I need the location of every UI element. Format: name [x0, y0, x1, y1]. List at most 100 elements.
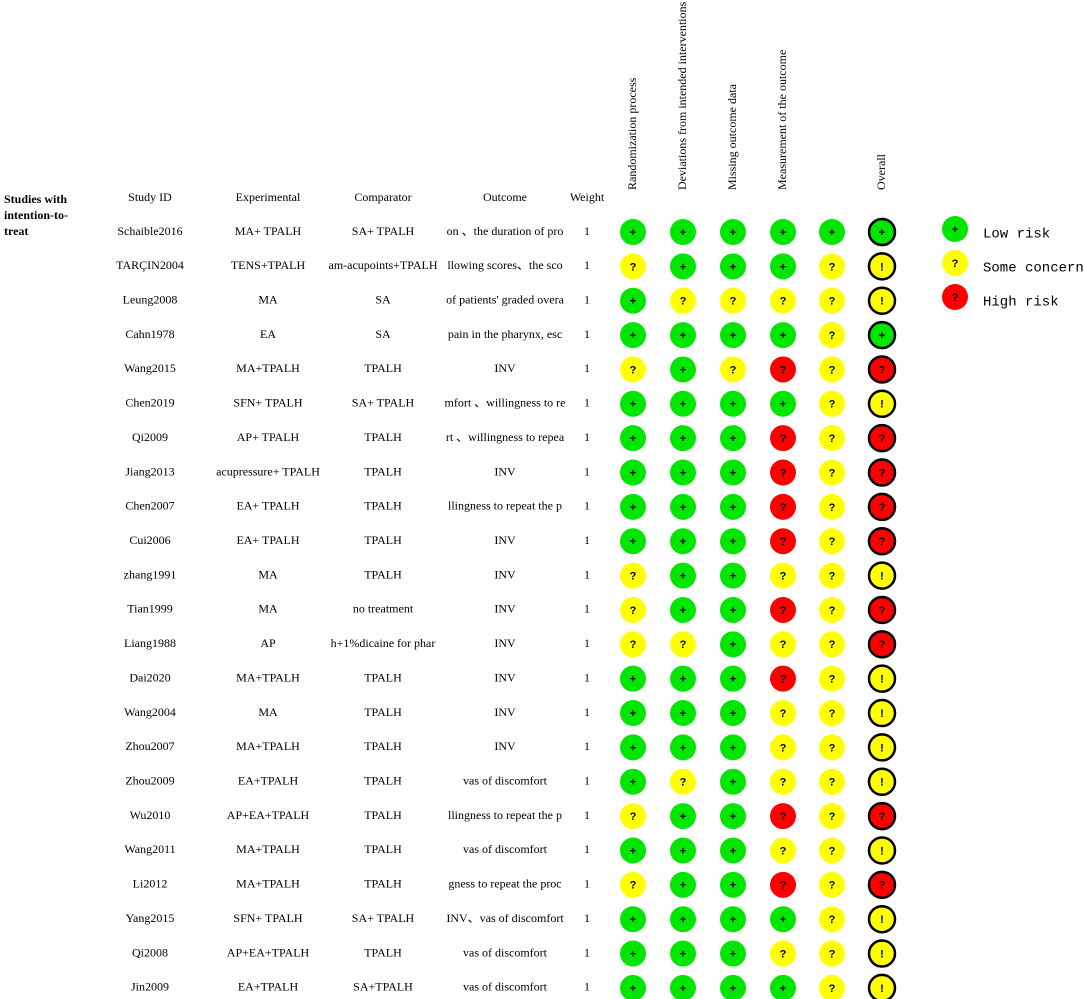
table-cell: MA+TPALH [236, 739, 300, 753]
judgement-symbol: ? [780, 536, 787, 548]
domain-judgement [620, 871, 646, 898]
legend-symbol: + [952, 224, 958, 236]
judgement-symbol: + [680, 811, 686, 823]
judgement-symbol: ! [880, 261, 884, 273]
table-cell: 1 [584, 567, 590, 581]
judgement-symbol: + [630, 708, 636, 720]
domain-judgement [720, 356, 746, 383]
domain-judgement [819, 734, 845, 761]
judgement-symbol: + [680, 536, 686, 548]
domain-judgement [620, 803, 646, 830]
domain-judgement [720, 596, 746, 623]
judgement-symbol: ? [630, 639, 637, 651]
overall-judgement [867, 733, 897, 762]
column-header: Weight [570, 190, 605, 204]
judgement-symbol: + [680, 674, 686, 686]
overall-judgement [867, 939, 897, 968]
table-cell: Wang2015 [124, 361, 176, 375]
judgement-symbol: ? [829, 433, 836, 445]
domain-judgement [670, 287, 696, 314]
table-cell: 1 [584, 945, 590, 959]
judgement-symbol: ? [829, 399, 836, 411]
judgement-symbol: ? [780, 502, 787, 514]
judgement-symbol: + [780, 914, 786, 926]
domain-judgement [819, 459, 845, 486]
table-cell: Zhou2007 [125, 739, 174, 753]
judgement-symbol: + [680, 502, 686, 514]
domain-judgement [670, 906, 696, 933]
judgement-symbol: ? [829, 639, 836, 651]
judgement-symbol: ? [780, 364, 787, 376]
overall-judgement [867, 561, 897, 590]
judgement-symbol: ? [630, 261, 637, 273]
domain-judgement [770, 596, 796, 623]
table-cell: Schaible2016 [117, 224, 182, 238]
domain-judgement [670, 803, 696, 830]
judgement-symbol: ? [780, 571, 787, 583]
judgement-symbol: + [730, 983, 736, 995]
overall-judgement [867, 595, 897, 625]
table-cell: rt 、willingness to repea [446, 430, 565, 444]
domain-judgement [819, 940, 845, 967]
domain-judgement [720, 906, 746, 933]
judgement-symbol: + [780, 399, 786, 411]
judgement-symbol: ? [680, 777, 687, 789]
domain-judgement [770, 493, 796, 520]
table-cell: TPALH [364, 739, 402, 753]
table-cell: vas of discomfort [463, 774, 548, 788]
judgement-symbol: + [630, 948, 636, 960]
judgement-symbol: + [630, 296, 636, 308]
table-cell: INV [494, 464, 516, 478]
judgement-symbol: ? [780, 777, 787, 789]
table-cell: SFN+ TPALH [233, 911, 302, 925]
table-cell: llingness to repeat the p [448, 808, 562, 822]
domain-judgement [620, 837, 646, 864]
table-cell: TPALH [364, 430, 402, 444]
overall-judgement [867, 836, 897, 865]
domain-judgement [819, 837, 845, 864]
table-cell: INV [494, 739, 516, 753]
domain-judgement [770, 631, 796, 658]
judgement-symbol: + [730, 502, 736, 514]
judgement-symbol: + [630, 777, 636, 789]
judgement-symbol: ? [829, 948, 836, 960]
legend-swatch [942, 216, 968, 242]
judgement-symbol: + [730, 433, 736, 445]
domain-header: Missing outcome data [725, 83, 739, 190]
legend-symbol: ? [952, 292, 959, 304]
domain-judgement [620, 562, 646, 589]
judgement-symbol: ? [829, 364, 836, 376]
judgement-symbol: + [730, 536, 736, 548]
overall-judgement [867, 286, 897, 315]
legend-label: High risk [983, 295, 1059, 311]
table-cell: AP+EA+TPALH [227, 808, 310, 822]
table-cell: on 、the duration of pro [447, 224, 564, 238]
table-cell: AP [260, 636, 276, 650]
judgement-symbol: + [680, 742, 686, 754]
overall-judgement [867, 973, 897, 999]
judgement-symbol: ? [780, 433, 787, 445]
judgement-symbol: + [680, 845, 686, 857]
judgement-symbol: + [630, 227, 636, 239]
domain-judgement [770, 219, 796, 245]
domain-judgement [770, 459, 796, 486]
judgement-symbol: ? [780, 742, 787, 754]
judgement-symbol: ? [829, 605, 836, 617]
column-header: Comparator [354, 190, 411, 204]
judgement-symbol: ? [780, 674, 787, 686]
domain-judgement [819, 287, 845, 314]
overall-judgement [867, 904, 897, 934]
table-cell: Zhou2009 [125, 774, 174, 788]
domain-judgement [720, 562, 746, 589]
judgement-symbol: + [730, 571, 736, 583]
domain-judgement [670, 837, 696, 864]
judgement-symbol: ? [879, 880, 886, 892]
domain-judgement [670, 459, 696, 486]
table-cell: INV、vas of discomfort [446, 911, 564, 925]
overall-judgement [867, 252, 897, 281]
domain-judgement [770, 837, 796, 864]
domain-judgement [720, 974, 746, 999]
table-cell: 1 [584, 739, 590, 753]
domain-judgement [620, 528, 646, 555]
judgement-symbol: + [680, 880, 686, 892]
